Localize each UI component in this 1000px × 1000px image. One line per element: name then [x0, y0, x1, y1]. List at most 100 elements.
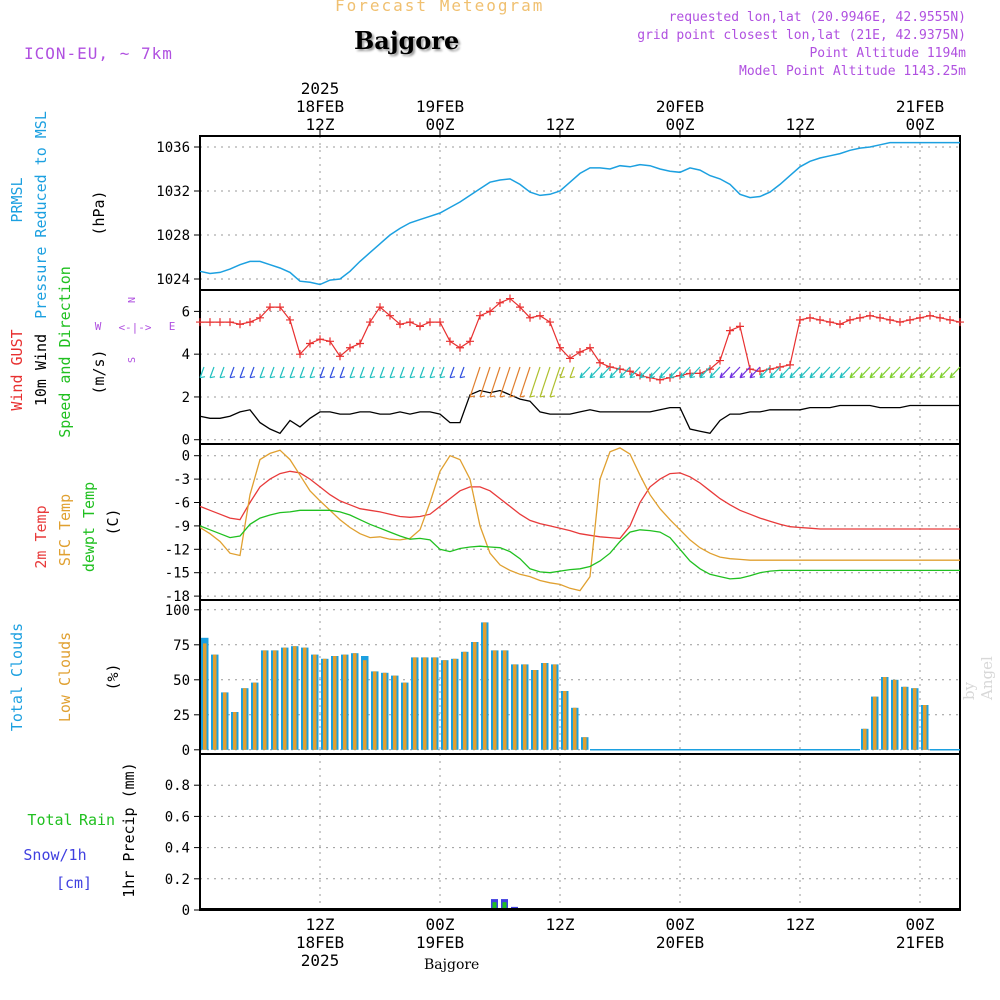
- time-label-top: 00Z: [906, 115, 935, 134]
- gust-point: [886, 315, 894, 324]
- time-label-top: 12Z: [306, 115, 335, 134]
- gust-point: [626, 367, 634, 376]
- compass-w: W: [95, 320, 102, 333]
- gust-point: [926, 311, 934, 320]
- gust-point: [856, 313, 864, 322]
- wind-arrow: [249, 366, 256, 379]
- wind-arrow: [229, 366, 236, 379]
- wind-arrow: [429, 366, 436, 379]
- low-cloud-bar: [883, 677, 887, 750]
- wind-arrow: [369, 366, 376, 379]
- time-label-bottom: 00Z: [426, 915, 455, 934]
- y-tick-label: 4: [182, 347, 190, 363]
- wind-arrow: [569, 366, 576, 379]
- point-altitude: Point Altitude 1194m: [809, 46, 966, 61]
- gust-point: [366, 318, 374, 327]
- time-label-top: 12Z: [546, 115, 575, 134]
- gust-point: [266, 303, 274, 312]
- low-cloud-bar: [543, 663, 547, 750]
- wind-arrow: [279, 366, 286, 379]
- low-cloud-bar: [873, 696, 877, 750]
- wind-arrow: [739, 366, 751, 379]
- low-cloud-bar: [353, 653, 357, 750]
- compass-arrows: <-|->: [118, 321, 151, 334]
- wind-arrow: [709, 366, 721, 379]
- compass-s: S: [127, 357, 138, 363]
- wind-arrow: [489, 366, 501, 398]
- wind-arrow: [409, 366, 416, 379]
- wind-arrow: [769, 366, 781, 379]
- snow-unit-label: [cm]: [56, 874, 92, 892]
- y-tick-label: 1024: [156, 272, 190, 288]
- y-tick-label: 0.2: [165, 872, 190, 888]
- date-label-top: 19FEB: [416, 97, 464, 116]
- wind-arrow: [939, 366, 951, 379]
- time-label-bottom: 12Z: [786, 915, 815, 934]
- gust-point: [526, 313, 534, 322]
- clouds-unit: (%): [104, 663, 122, 690]
- low-cloud-bar: [313, 654, 317, 750]
- low-cloud-bar: [413, 657, 417, 750]
- time-label-top: 00Z: [666, 115, 695, 134]
- t2m-line: [199, 470, 960, 540]
- date-label-bottom: 21FEB: [896, 933, 944, 952]
- wind-arrow: [259, 366, 266, 379]
- low-cloud-bar: [503, 650, 507, 750]
- gust-point: [716, 356, 724, 365]
- y-tick-label: 0: [182, 433, 190, 449]
- low-cloud-bar: [383, 672, 387, 750]
- gust-point: [396, 320, 404, 329]
- wind-arrow: [839, 366, 851, 379]
- y-tick-label: 1036: [156, 140, 190, 156]
- low-cloud-bar: [573, 707, 577, 750]
- low-cloud-bar: [343, 654, 347, 750]
- gust-point: [576, 348, 584, 357]
- low-cloud-bar: [923, 705, 927, 750]
- low-cloud-bar: [293, 646, 297, 750]
- y-tick-label: 25: [173, 708, 190, 724]
- gust-point: [586, 343, 594, 352]
- wind-arrow: [919, 366, 931, 379]
- gust-point: [316, 335, 324, 344]
- wind-arrow: [389, 366, 396, 379]
- date-label-bottom: 20FEB: [656, 933, 704, 952]
- date-label-bottom: 18FEB: [296, 933, 344, 952]
- gust-point: [456, 343, 464, 352]
- low-cloud-bar: [463, 651, 467, 750]
- low-cloud-bar: [323, 658, 327, 750]
- gust-point: [486, 307, 494, 316]
- gust-point: [796, 315, 804, 324]
- gust-point: [806, 313, 814, 322]
- wind-arrow: [749, 366, 761, 379]
- gust-point: [336, 352, 344, 361]
- total-rain-label-1: Total: [27, 811, 72, 829]
- wind-arrow: [819, 366, 831, 379]
- gust-point: [406, 318, 414, 327]
- location-title: Bajgore: [354, 26, 460, 55]
- gust-point: [196, 318, 204, 327]
- gust-point: [836, 320, 844, 329]
- low-cloud-bar: [253, 682, 257, 750]
- wind-arrow: [829, 366, 841, 379]
- wind-arrow: [689, 366, 701, 379]
- time-label-bottom: 12Z: [306, 915, 335, 934]
- model-altitude: Model Point Altitude 1143.25m: [739, 64, 966, 79]
- wind-arrow: [529, 366, 541, 398]
- time-label-bottom: 12Z: [546, 915, 575, 934]
- date-label-top: 18FEB: [296, 97, 344, 116]
- wind-arrow: [399, 366, 406, 379]
- wind-arrow: [539, 366, 551, 398]
- y-tick-label: 100: [165, 603, 190, 619]
- low-cloud-bar: [453, 658, 457, 750]
- gust-point: [596, 358, 604, 367]
- y-tick-label: 0: [182, 743, 190, 759]
- wind-arrow: [589, 366, 601, 379]
- time-label-top: 12Z: [786, 115, 815, 134]
- panel-frame: [199, 135, 961, 291]
- wind-arrow: [349, 366, 356, 379]
- y-tick-label: 0.4: [165, 841, 190, 857]
- y-tick-label: 50: [173, 673, 190, 689]
- low-cloud-bar: [903, 686, 907, 750]
- low-cloud-bar: [513, 664, 517, 750]
